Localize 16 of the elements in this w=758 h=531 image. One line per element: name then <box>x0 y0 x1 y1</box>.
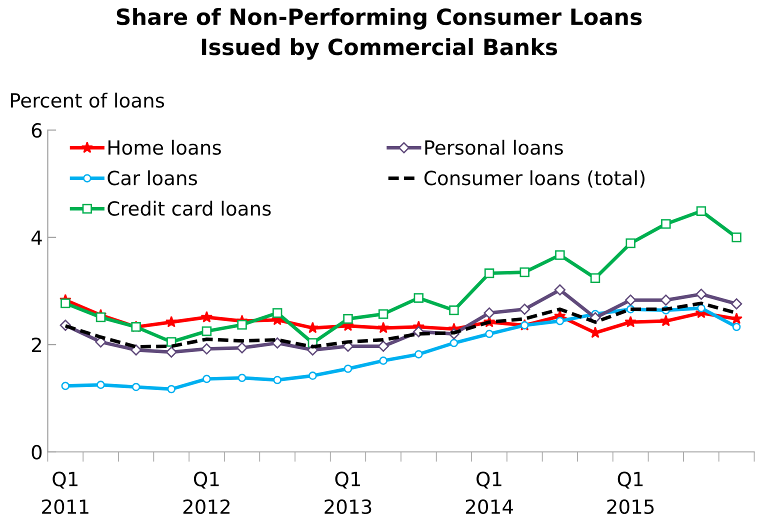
legend-label: Home loans <box>108 140 221 155</box>
legend-label: Consumer loans (total) <box>424 170 645 188</box>
y-tick-label: 0 <box>32 444 42 460</box>
legend-label: Personal loans <box>425 140 563 155</box>
y-axis-title: Percent of loans <box>11 92 164 108</box>
chart-title: Share of Non-Performing Consumer Loans Issued by Commercial Banks <box>116 8 642 60</box>
legend-label: Credit card loans <box>108 200 271 216</box>
x-tick-label: Q1 2013 <box>324 472 372 514</box>
y-tick-label: 4 <box>31 230 42 245</box>
y-tick-label: 2 <box>32 338 41 352</box>
x-tick-label: Q1 2015 <box>607 472 654 514</box>
legend-label: Car loans <box>108 170 197 186</box>
y-tick-label: 6 <box>32 123 42 138</box>
x-tick-label: Q1 2012 <box>183 472 230 514</box>
x-tick-label: Q1 2014 <box>466 472 513 514</box>
x-tick-label: Q1 2011 <box>42 472 88 514</box>
